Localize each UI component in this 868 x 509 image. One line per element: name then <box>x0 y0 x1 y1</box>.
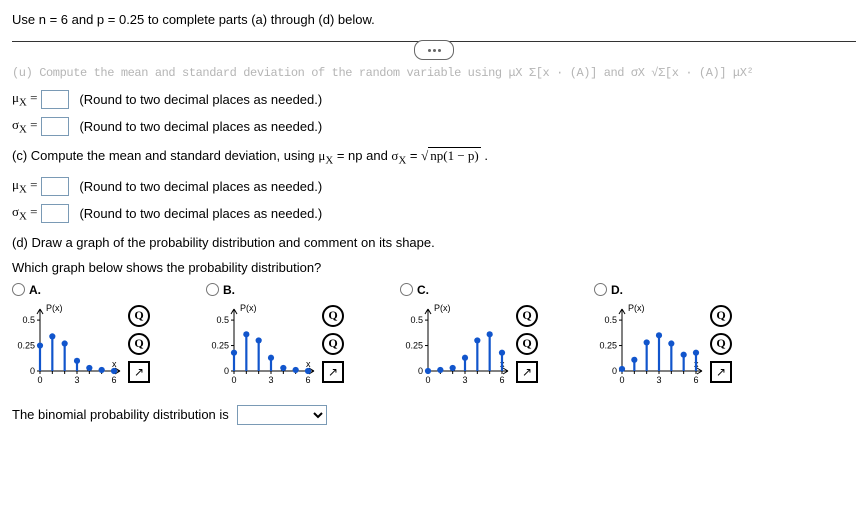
svg-text:0.25: 0.25 <box>599 340 617 350</box>
answer-lead-text: The binomial probability distribution is <box>12 407 229 422</box>
choice-c-label: C. <box>417 283 429 297</box>
choice-c-header[interactable]: C. <box>400 283 538 297</box>
svg-text:3: 3 <box>74 375 79 385</box>
round-hint-2: (Round to two decimal places as needed.) <box>79 119 322 134</box>
mu-input-b[interactable] <box>41 90 69 109</box>
svg-text:0.25: 0.25 <box>17 340 35 350</box>
choice-a: A. P(x) x 0.5 0.25 00 3 6 QQ ↗ <box>12 283 150 387</box>
svg-text:x: x <box>306 359 311 369</box>
choice-d: D.P(x)x0.50.250036QQ↗ <box>594 283 732 387</box>
chart-a: P(x) x 0.5 0.25 00 3 6 <box>12 301 124 387</box>
svg-text:3: 3 <box>268 375 273 385</box>
mu-input-c[interactable] <box>41 177 69 196</box>
choice-d-label: D. <box>611 283 623 297</box>
zoom-in-icon[interactable]: Q <box>322 305 344 327</box>
svg-text:0: 0 <box>418 366 423 376</box>
svg-text:P(x): P(x) <box>434 303 451 313</box>
round-hint-4: (Round to two decimal places as needed.) <box>79 206 322 221</box>
zoom-in-icon[interactable]: Q <box>128 305 150 327</box>
svg-text:0.25: 0.25 <box>405 340 423 350</box>
svg-text:0.5: 0.5 <box>22 315 35 325</box>
choice-row: A.P(x)x0.50.250036QQ↗B.P(x)x0.50.250036Q… <box>12 283 856 387</box>
part-c-text: (c) Compute the mean and standard deviat… <box>12 148 856 167</box>
choice-d-radio[interactable] <box>594 283 607 296</box>
which-graph-text: Which graph below shows the probability … <box>12 260 856 275</box>
svg-text:0.5: 0.5 <box>410 315 423 325</box>
expand-icon[interactable]: ↗ <box>516 361 538 383</box>
svg-text:0: 0 <box>425 375 430 385</box>
choice-b-radio[interactable] <box>206 283 219 296</box>
svg-text:0: 0 <box>612 366 617 376</box>
choice-c-radio[interactable] <box>400 283 413 296</box>
choice-a-label: A. <box>29 283 41 297</box>
choice-c: C.P(x)x0.50.250036QQ↗ <box>400 283 538 387</box>
sigma-input-b[interactable] <box>41 117 69 136</box>
choice-b-label: B. <box>223 283 235 297</box>
answer-select[interactable] <box>237 405 327 425</box>
part-d-text: (d) Draw a graph of the probability dist… <box>12 235 856 250</box>
svg-text:P(x): P(x) <box>628 303 645 313</box>
intro-text: Use n = 6 and p = 0.25 to complete parts… <box>12 12 856 27</box>
sigma-input-c[interactable] <box>41 204 69 223</box>
svg-text:0.25: 0.25 <box>211 340 229 350</box>
svg-text:6: 6 <box>305 375 310 385</box>
svg-text:0: 0 <box>30 366 35 376</box>
chart-d: P(x)x0.50.250036 <box>594 301 706 387</box>
sigma-x-symbol-c: σX = <box>12 204 37 223</box>
zoom-out-icon[interactable]: Q <box>128 333 150 355</box>
svg-text:6: 6 <box>111 375 116 385</box>
sigma-x-symbol: σX = <box>12 117 37 136</box>
mu-x-symbol-c: μX = <box>12 177 37 196</box>
svg-text:0: 0 <box>619 375 624 385</box>
svg-text:6: 6 <box>693 375 698 385</box>
zoom-out-icon[interactable]: Q <box>710 333 732 355</box>
choice-a-header[interactable]: A. <box>12 283 150 297</box>
choice-a-radio[interactable] <box>12 283 25 296</box>
round-hint-1: (Round to two decimal places as needed.) <box>79 92 322 107</box>
expand-icon[interactable]: ↗ <box>322 361 344 383</box>
expand-icon[interactable]: ↗ <box>710 361 732 383</box>
zoom-out-icon[interactable]: Q <box>322 333 344 355</box>
choice-b: B. P(x) x 0.5 0.25 00 3 6 QQ ↗ <box>206 283 344 387</box>
mu-x-symbol: μX = <box>12 90 37 109</box>
svg-text:3: 3 <box>462 375 467 385</box>
zoom-in-icon[interactable]: Q <box>516 305 538 327</box>
svg-text:P(x): P(x) <box>240 303 257 313</box>
expand-icon[interactable]: ↗ <box>128 361 150 383</box>
svg-text:0: 0 <box>231 375 236 385</box>
svg-text:6: 6 <box>499 375 504 385</box>
svg-text:0.5: 0.5 <box>604 315 617 325</box>
zoom-in-icon[interactable]: Q <box>710 305 732 327</box>
truncated-prev-text: (u) Compute the mean and standard deviat… <box>12 66 856 80</box>
expand-button[interactable] <box>414 40 454 60</box>
chart-c: P(x)x0.50.250036 <box>400 301 512 387</box>
round-hint-3: (Round to two decimal places as needed.) <box>79 179 322 194</box>
svg-text:0: 0 <box>224 366 229 376</box>
zoom-out-icon[interactable]: Q <box>516 333 538 355</box>
chart-b: P(x) x 0.5 0.25 00 3 6 <box>206 301 318 387</box>
choice-b-header[interactable]: B. <box>206 283 344 297</box>
svg-text:P(x): P(x) <box>46 303 63 313</box>
svg-text:0: 0 <box>37 375 42 385</box>
svg-text:0.5: 0.5 <box>216 315 229 325</box>
svg-text:x: x <box>112 359 117 369</box>
choice-d-header[interactable]: D. <box>594 283 732 297</box>
svg-text:3: 3 <box>656 375 661 385</box>
